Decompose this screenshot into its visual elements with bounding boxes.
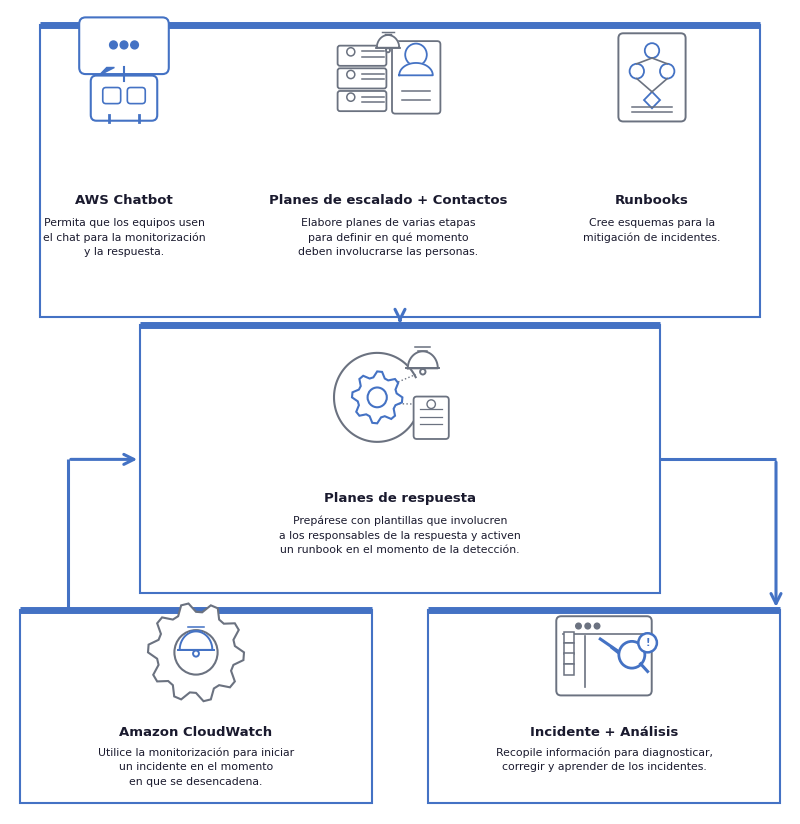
Circle shape bbox=[193, 651, 199, 657]
Text: Utilice la monitorización para iniciar
un incidente en el momento
en que se dese: Utilice la monitorización para iniciar u… bbox=[98, 747, 294, 787]
Circle shape bbox=[110, 41, 118, 49]
FancyBboxPatch shape bbox=[338, 68, 386, 88]
Bar bbox=[428, 610, 780, 803]
Polygon shape bbox=[644, 91, 660, 108]
FancyBboxPatch shape bbox=[338, 91, 386, 111]
Text: Prepárese con plantillas que involucren
a los responsables de la respuesta y act: Prepárese con plantillas que involucren … bbox=[279, 516, 521, 555]
FancyBboxPatch shape bbox=[564, 633, 574, 644]
Circle shape bbox=[645, 43, 659, 58]
Polygon shape bbox=[180, 631, 212, 650]
FancyBboxPatch shape bbox=[102, 87, 121, 104]
Circle shape bbox=[585, 623, 590, 629]
Circle shape bbox=[120, 41, 128, 49]
FancyBboxPatch shape bbox=[79, 17, 169, 74]
Text: Runbooks: Runbooks bbox=[615, 194, 689, 208]
Circle shape bbox=[576, 623, 582, 629]
Text: Elabore planes de varias etapas
para definir en qué momento
deben involucrarse l: Elabore planes de varias etapas para def… bbox=[298, 218, 478, 257]
Circle shape bbox=[619, 641, 645, 668]
Circle shape bbox=[638, 633, 657, 653]
FancyBboxPatch shape bbox=[338, 45, 386, 66]
FancyBboxPatch shape bbox=[564, 653, 574, 664]
Polygon shape bbox=[148, 603, 244, 701]
Circle shape bbox=[347, 70, 355, 78]
Polygon shape bbox=[408, 351, 438, 368]
Text: Permita que los equipos usen
el chat para la monitorización
y la respuesta.: Permita que los equipos usen el chat par… bbox=[42, 218, 206, 257]
Text: !: ! bbox=[646, 638, 650, 648]
Circle shape bbox=[130, 41, 138, 49]
FancyBboxPatch shape bbox=[564, 664, 574, 675]
Text: Recopile información para diagnosticar,
corregir y aprender de los incidentes.: Recopile información para diagnosticar, … bbox=[495, 747, 713, 772]
FancyBboxPatch shape bbox=[392, 41, 440, 114]
FancyBboxPatch shape bbox=[127, 87, 146, 104]
Circle shape bbox=[347, 48, 355, 56]
Circle shape bbox=[405, 44, 427, 66]
Bar bbox=[20, 610, 372, 803]
Bar bbox=[140, 325, 660, 593]
FancyBboxPatch shape bbox=[564, 643, 574, 653]
Circle shape bbox=[347, 93, 355, 101]
FancyBboxPatch shape bbox=[556, 616, 652, 695]
Circle shape bbox=[594, 623, 600, 629]
Text: Incidente + Análisis: Incidente + Análisis bbox=[530, 726, 678, 739]
Text: Amazon CloudWatch: Amazon CloudWatch bbox=[119, 726, 273, 739]
Circle shape bbox=[386, 48, 390, 53]
Circle shape bbox=[367, 387, 387, 407]
Polygon shape bbox=[352, 372, 402, 424]
Circle shape bbox=[174, 630, 218, 675]
Circle shape bbox=[427, 400, 435, 409]
Polygon shape bbox=[399, 63, 433, 75]
Polygon shape bbox=[99, 68, 114, 76]
Circle shape bbox=[660, 63, 674, 78]
FancyBboxPatch shape bbox=[90, 76, 158, 121]
Polygon shape bbox=[377, 35, 399, 48]
Text: AWS Chatbot: AWS Chatbot bbox=[75, 194, 173, 208]
Circle shape bbox=[630, 63, 644, 78]
Text: Planes de respuesta: Planes de respuesta bbox=[324, 491, 476, 504]
Text: Planes de escalado + Contactos: Planes de escalado + Contactos bbox=[269, 194, 507, 208]
Circle shape bbox=[420, 369, 426, 374]
FancyBboxPatch shape bbox=[618, 33, 686, 121]
Bar bbox=[40, 25, 760, 317]
FancyBboxPatch shape bbox=[414, 396, 449, 439]
Text: Cree esquemas para la
mitigación de incidentes.: Cree esquemas para la mitigación de inci… bbox=[583, 218, 721, 243]
